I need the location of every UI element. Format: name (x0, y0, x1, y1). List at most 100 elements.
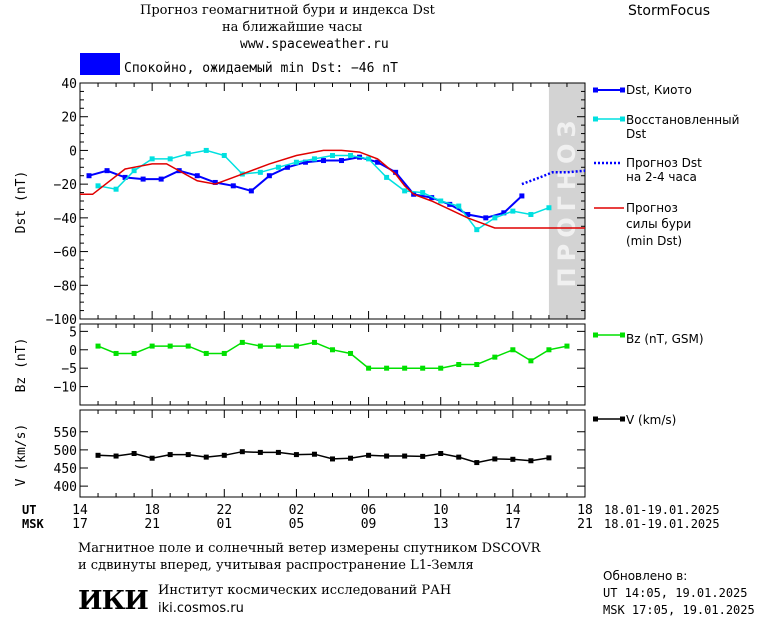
data-point-v-0 (384, 453, 390, 459)
data-point-dst-1 (510, 208, 516, 214)
y-tick-label-v: 550 (54, 426, 77, 441)
legend-marker-restored (593, 116, 598, 122)
data-point-dst-0 (375, 159, 381, 165)
data-point-bz-0 (510, 347, 516, 353)
iki-logo: ИКИ (78, 586, 149, 616)
data-point-bz-0 (420, 365, 426, 371)
legend-marker-v (620, 416, 625, 422)
y-tick-label-dst: 0 (69, 144, 77, 159)
x-tick-label-ut: 06 (361, 503, 377, 518)
data-point-dst-0 (86, 173, 92, 179)
legend-storm-2: силы бури (626, 217, 691, 231)
data-point-bz-0 (275, 343, 281, 349)
status-text: Спокойно, ожидаемый min Dst: −46 nT (124, 61, 398, 76)
legend-dst-kyoto: Dst, Киото (626, 83, 692, 97)
data-point-bz-0 (384, 365, 390, 371)
panel-dst: 40 20 0 −20 −40 −60 −80 −100 (46, 77, 586, 328)
y-tick-label-dst: −100 (46, 313, 77, 328)
institute-site[interactable]: iki.cosmos.ru (158, 601, 244, 616)
data-point-dst-0 (248, 188, 254, 194)
legend-bz: Bz (nT, GSM) (626, 332, 704, 346)
footer-line2: и сдвинуты вперед, учитывая распростране… (78, 558, 474, 573)
x-tick-label-msk: 13 (433, 517, 449, 532)
data-point-bz-0 (257, 343, 263, 349)
ut-label: UT (22, 503, 36, 517)
data-point-dst-1 (185, 151, 191, 157)
data-point-v-0 (131, 451, 137, 456)
data-point-v-0 (203, 454, 209, 460)
data-point-bz-0 (348, 350, 354, 356)
site-url[interactable]: www.spaceweather.ru (240, 37, 389, 52)
data-point-bz-0 (203, 350, 209, 356)
data-point-dst-1 (257, 169, 263, 175)
data-point-v-0 (311, 451, 317, 457)
data-point-bz-0 (239, 339, 245, 345)
data-point-dst-0 (339, 158, 345, 164)
y-tick-label-dst: −60 (54, 246, 77, 261)
chart-title-line2: на ближайшие часы (222, 20, 363, 35)
institute-name: Институт космических исследований РАН (158, 583, 452, 598)
data-point-v-0 (275, 449, 281, 455)
data-point-v-0 (546, 455, 552, 461)
panel-frame-bz (79, 323, 586, 406)
data-point-dst-1 (311, 156, 317, 162)
dst-axis-label: Dst (nT) (14, 171, 29, 234)
x-tick-label-msk: 09 (361, 517, 377, 532)
data-point-bz-0 (311, 339, 317, 345)
data-point-v-0 (293, 452, 299, 458)
data-point-v-0 (438, 451, 444, 456)
legend-restored-1: Восстановленный (626, 113, 739, 127)
y-tick-label-dst: −80 (54, 279, 77, 294)
data-point-bz-0 (149, 343, 155, 349)
data-point-dst-0 (230, 183, 236, 189)
data-point-dst-1 (221, 152, 227, 158)
data-point-v-0 (257, 449, 263, 455)
data-point-bz-0 (438, 365, 444, 371)
x-tick-label-ut: 02 (289, 503, 305, 518)
forecast-band (548, 83, 585, 319)
series-line-dst-1 (97, 149, 550, 231)
data-point-dst-1 (546, 205, 552, 211)
legend-marker-bz (620, 332, 625, 338)
y-tick-label-dst: −20 (54, 178, 77, 193)
data-point-bz-0 (113, 350, 119, 356)
data-point-dst-1 (113, 186, 119, 192)
updated-label: Обновлено в: (603, 569, 688, 583)
data-point-v-0 (95, 452, 101, 458)
data-point-dst-0 (483, 215, 489, 221)
data-point-dst-0 (320, 158, 326, 164)
y-tick-label-v: 450 (54, 462, 77, 477)
data-point-dst-0 (284, 164, 290, 170)
data-point-dst-0 (212, 179, 218, 185)
data-point-dst-1 (384, 174, 390, 180)
data-point-v-0 (474, 460, 480, 466)
data-point-dst-0 (501, 210, 507, 216)
data-point-v-0 (113, 453, 119, 459)
panel-frame-dst (79, 82, 586, 320)
legend-marker-bz (593, 332, 598, 338)
x-tick-label-msk: 21 (144, 517, 160, 532)
data-point-dst-1 (492, 215, 498, 221)
forecast-band-label: ПРОГНОЗ (553, 115, 581, 288)
updated-msk: MSK 17:05, 19.01.2025 (603, 603, 755, 617)
y-tick-label-bz: −10 (54, 381, 77, 396)
v-axis-label: V (km/s) (14, 424, 29, 487)
panel-frame-v (79, 409, 586, 498)
data-point-v-0 (420, 453, 426, 459)
data-point-v-0 (330, 456, 335, 462)
data-point-dst-0 (266, 173, 272, 179)
data-point-bz-0 (330, 347, 335, 353)
x-tick-label-msk: 17 (505, 517, 521, 532)
data-point-dst-0 (429, 195, 435, 201)
x-tick-label-msk: 21 (577, 517, 593, 532)
data-point-v-0 (348, 455, 354, 461)
data-point-dst-0 (393, 169, 399, 175)
legend-storm-3: (min Dst) (626, 234, 682, 248)
panel-bz: 5 0 −5 −10 (54, 323, 586, 406)
data-point-dst-0 (447, 201, 453, 207)
y-tick-label-dst: −40 (54, 212, 77, 227)
data-point-dst-0 (194, 173, 200, 179)
x-tick-label-ut: 22 (216, 503, 232, 518)
